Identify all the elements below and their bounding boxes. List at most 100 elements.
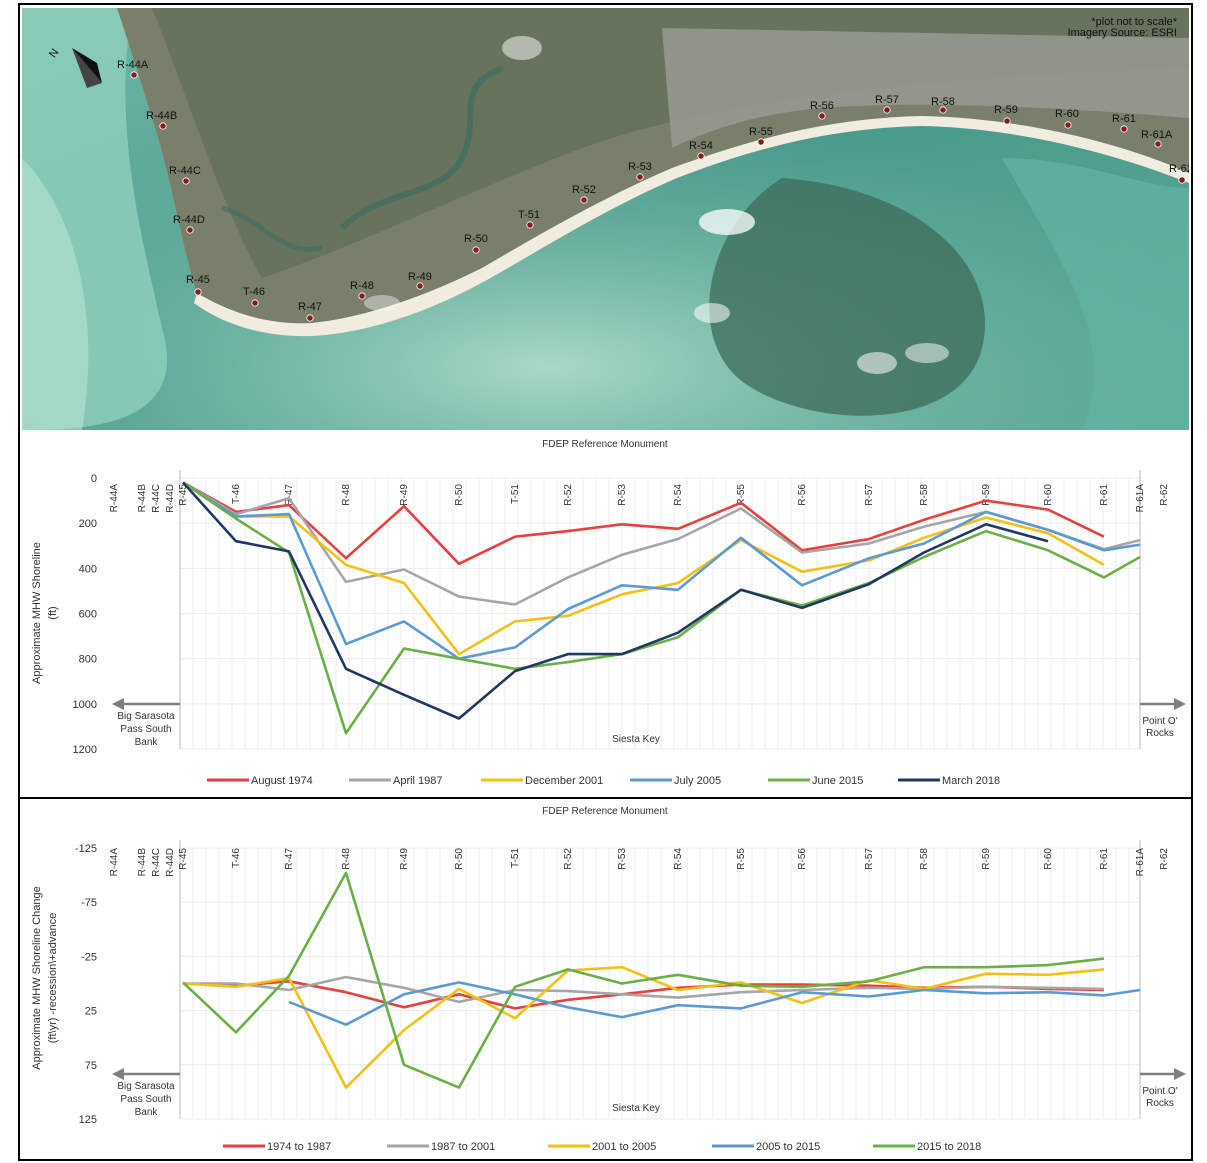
category-label: R-45 — [178, 848, 189, 870]
y-tick-label: 0 — [91, 473, 97, 485]
category-label: R-59 — [981, 484, 992, 506]
y-tick-label: -75 — [81, 897, 97, 909]
left-arrow-head — [112, 698, 124, 710]
legend-label: April 1987 — [393, 775, 443, 787]
legend-label: 1987 to 2001 — [431, 1141, 495, 1153]
map-note-scale: *plot not to scale* — [1091, 16, 1177, 28]
series-line-0 — [182, 481, 1105, 566]
y-tick-label: 25 — [85, 1006, 97, 1018]
map-marker-r-61a — [1154, 140, 1162, 148]
map-marker-r-52 — [580, 196, 588, 204]
category-label: R-56 — [797, 848, 808, 870]
map-marker-label: R-58 — [931, 96, 955, 108]
map-marker-label: R-44A — [117, 59, 149, 71]
y-tick-label: -125 — [75, 843, 97, 855]
category-label: R-53 — [617, 484, 628, 506]
map-marker-t-51 — [526, 221, 534, 229]
map-marker-label: R-54 — [689, 140, 713, 152]
left-region-label: Bank — [135, 1107, 159, 1118]
legend-label: June 2015 — [812, 775, 863, 787]
chart-title: FDEP Reference Monument — [542, 439, 668, 450]
center-region-label: Siesta Key — [612, 1103, 660, 1114]
map-marker-r-44d — [186, 226, 194, 234]
category-label: R-44C — [151, 848, 162, 877]
map-marker-r-62 — [1178, 176, 1186, 184]
category-label: R-60 — [1043, 848, 1054, 870]
legend-label: July 2005 — [674, 775, 721, 787]
series-line-3 — [182, 481, 1141, 660]
category-label: R-44C — [151, 484, 162, 513]
category-label: R-44A — [109, 484, 120, 513]
legend-label: 2001 to 2005 — [592, 1141, 656, 1153]
map-marker-t-46 — [251, 299, 259, 307]
category-label: R-47 — [284, 484, 295, 506]
aerial-map: R-44A R-44B R-44C R-44D R-45 T-46 R-47 R-48 R-49… — [22, 8, 1189, 430]
category-label: R-50 — [454, 484, 465, 506]
legend-label: 2005 to 2015 — [756, 1141, 820, 1153]
map-marker-label: R-44B — [146, 110, 177, 122]
right-region-label: Rocks — [1146, 728, 1174, 739]
category-label: R-54 — [673, 848, 684, 870]
map-marker-label: R-61 — [1112, 113, 1136, 125]
map-marker-label: R-61A — [1141, 129, 1173, 141]
legend-label: 2015 to 2018 — [917, 1141, 981, 1153]
y-tick-label: -25 — [81, 951, 97, 963]
map-marker-r-57 — [883, 106, 891, 114]
map-marker-label: R-48 — [350, 280, 374, 292]
right-region-label: Point O' — [1142, 716, 1177, 727]
category-label: R-58 — [919, 484, 930, 506]
map-marker-r-45 — [194, 288, 202, 296]
category-label: R-61A — [1135, 484, 1146, 513]
y-tick-label: 75 — [85, 1060, 97, 1072]
category-label: T-46 — [231, 484, 242, 504]
map-marker-r-44b — [159, 122, 167, 130]
map-marker-r-44c — [182, 177, 190, 185]
series-line-3 — [288, 981, 1141, 1026]
map-note-source: Imagery Source: ESRI — [1068, 27, 1177, 39]
category-label: R-48 — [341, 848, 352, 870]
right-arrow-head — [1174, 698, 1186, 710]
category-label: R-61 — [1099, 484, 1110, 506]
map-marker-r-48 — [358, 292, 366, 300]
left-arrow-head — [112, 1068, 124, 1080]
map-marker-label: R-47 — [298, 301, 322, 313]
map-marker-r-58 — [939, 106, 947, 114]
category-label: R-44B — [137, 848, 148, 877]
series-line-4 — [182, 871, 1105, 1089]
series-line-2 — [182, 481, 1105, 656]
right-region-label: Rocks — [1146, 1098, 1174, 1109]
left-region-label: Bank — [135, 737, 159, 748]
category-label: R-54 — [673, 484, 684, 506]
aerial-imagery: R-44A R-44B R-44C R-44D R-45 T-46 R-47 R-48 R-49… — [22, 8, 1189, 430]
map-marker-r-59 — [1003, 117, 1011, 125]
legend-label: 1974 to 1987 — [267, 1141, 331, 1153]
category-label: R-59 — [981, 848, 992, 870]
figure-frame — [18, 3, 1193, 1161]
map-marker-label: R-49 — [408, 271, 432, 283]
y-tick-label: 1000 — [73, 699, 97, 711]
legend-label: December 2001 — [525, 775, 603, 787]
map-marker-r-49 — [416, 282, 424, 290]
map-marker-label: T-51 — [518, 209, 540, 221]
map-marker-r-53 — [636, 173, 644, 181]
left-region-label: Big Sarasota — [117, 1081, 175, 1092]
map-marker-label: R-50 — [464, 233, 488, 245]
center-region-label: Siesta Key — [612, 734, 660, 745]
category-label: R-62 — [1159, 484, 1170, 506]
chart-title: FDEP Reference Monument — [542, 806, 668, 817]
map-marker-r-56 — [818, 112, 826, 120]
category-label: R-55 — [736, 848, 747, 870]
map-marker-label: R-60 — [1055, 108, 1079, 120]
y-axis-label: Approximate MHW Shoreline — [31, 542, 43, 684]
y-axis-label-units: (ft) — [47, 606, 59, 619]
category-label: R-48 — [341, 484, 352, 506]
map-marker-label: R-52 — [572, 184, 596, 196]
map-marker-label: T-46 — [243, 286, 265, 298]
map-marker-r-61 — [1120, 125, 1128, 133]
category-label: R-60 — [1043, 484, 1054, 506]
y-tick-label: 400 — [79, 563, 97, 575]
category-label: R-44B — [137, 484, 148, 513]
category-label: T-51 — [510, 484, 521, 504]
shoreline-position-chart: FDEP Reference Monument 0 200 400 600 800 1000… — [31, 439, 1186, 787]
y-axis-label: Approximate MHW Shoreline Change — [31, 886, 43, 1069]
